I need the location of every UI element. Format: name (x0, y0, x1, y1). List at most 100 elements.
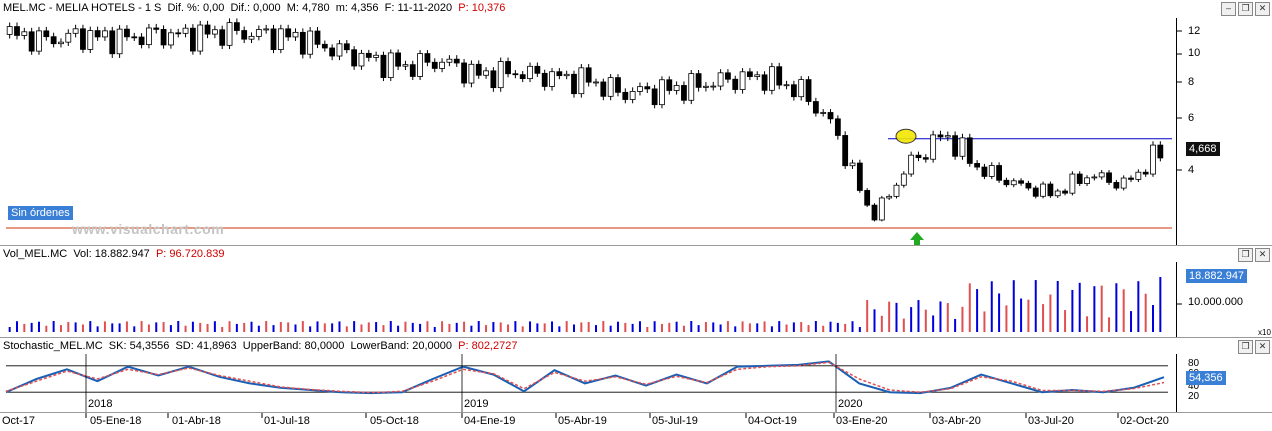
orders-badge[interactable]: Sin órdenes (8, 206, 73, 220)
lower-band: 20,0000 (412, 340, 452, 352)
restore-icon[interactable]: ❐ (1238, 248, 1253, 262)
x-axis-label: 05-Abr-19 (558, 415, 607, 427)
volume-bar (52, 321, 55, 332)
stochastic-panel-header: Stochastic_MEL.MC SK: 54,3556 SD: 41,896… (3, 340, 518, 352)
volume-bar (118, 323, 121, 332)
stochastic-name: Stochastic_MEL.MC (3, 340, 103, 352)
volume-panel[interactable]: Vol_MEL.MC Vol: 18.882.947 P: 96.720.839… (0, 245, 1272, 338)
candle-body (754, 74, 761, 77)
candle-body (571, 73, 577, 95)
volume-bar (323, 323, 326, 332)
volume-bar (206, 323, 209, 332)
candle-body (681, 85, 687, 101)
close-icon[interactable]: ✕ (1255, 340, 1270, 354)
candle-body (1113, 182, 1120, 189)
volume-bar (609, 325, 612, 332)
volume-bar (250, 321, 253, 332)
stochastic-chart[interactable] (0, 338, 1272, 413)
volume-bar (67, 322, 70, 332)
candle-body (1076, 173, 1083, 184)
candle-body (519, 74, 526, 80)
candle-body (1040, 183, 1046, 197)
volume-bar (433, 326, 436, 332)
minimize-icon[interactable]: – (1221, 2, 1236, 16)
volume-chart[interactable] (0, 246, 1272, 338)
candle-body (695, 73, 702, 88)
candle-body (615, 77, 621, 93)
restore-icon[interactable]: ❐ (1238, 2, 1253, 16)
candle-body (285, 28, 292, 38)
volume-bar (1100, 285, 1103, 332)
stochastic-panel[interactable]: Stochastic_MEL.MC SK: 54,3556 SD: 41,896… (0, 337, 1272, 413)
candle-body (1084, 177, 1090, 184)
volume-bar (331, 323, 334, 332)
candle-body (900, 173, 907, 186)
volume-bar (939, 301, 942, 332)
volume-bar (800, 322, 803, 332)
x-axis-label: 05-Oct-18 (370, 415, 419, 427)
candle-body (402, 64, 409, 67)
volume-bar (419, 323, 422, 332)
candle-body (651, 88, 658, 106)
candle-body (798, 79, 805, 98)
candle-body (820, 112, 827, 114)
candle-body (1091, 176, 1098, 179)
volume-bar (726, 321, 729, 332)
restore-icon[interactable]: ❐ (1238, 340, 1253, 354)
candle-body (160, 28, 167, 46)
volume-bar (485, 325, 488, 332)
volume-bar (961, 306, 964, 332)
price-tick-8: 8 (1188, 76, 1195, 88)
year-label: 2018 (88, 398, 113, 410)
volume-bar (265, 321, 268, 332)
candle-body (666, 79, 673, 91)
stoch-last-box: 54,356 (1186, 371, 1226, 385)
candle-body (563, 73, 570, 77)
volume-bar (1137, 281, 1140, 332)
close-icon[interactable]: ✕ (1255, 248, 1270, 262)
candle-body (952, 135, 959, 157)
candle-body (182, 27, 189, 34)
candle-body (483, 70, 489, 76)
volume-bar (741, 321, 744, 332)
candle-body (996, 165, 1002, 181)
volume-window-buttons: ❐ ✕ (1238, 248, 1270, 262)
candle-body (21, 31, 28, 36)
volume-bar (96, 326, 99, 332)
candle-body (1098, 172, 1105, 178)
candle-body (944, 135, 951, 138)
volume-bar (375, 322, 378, 332)
candle-body (219, 29, 226, 46)
volume-bar (675, 321, 678, 332)
candle-body (827, 112, 834, 120)
volume-bar (272, 325, 275, 332)
volume-bar (998, 293, 1001, 332)
candle-body (197, 24, 204, 52)
volume-bar (169, 325, 172, 332)
volume-bar (1152, 305, 1155, 332)
price-panel-header: MEL.MC - MELIA HOTELS - 1 S Dif. %: 0,00… (3, 2, 506, 14)
volume-bar (463, 321, 466, 332)
volume-bar (536, 323, 539, 332)
candle-body (607, 77, 614, 97)
price-chart[interactable] (0, 0, 1272, 245)
candle-body (116, 28, 123, 55)
candle-body (189, 27, 196, 52)
close-icon[interactable]: ✕ (1255, 2, 1270, 16)
candle-body (1003, 179, 1010, 186)
volume-bar (360, 324, 363, 332)
candle-body (747, 71, 753, 77)
volume-prev: 96.720.839 (169, 248, 225, 260)
price-panel[interactable]: MEL.MC - MELIA HOTELS - 1 S Dif. %: 0,00… (0, 0, 1272, 245)
candle-body (28, 31, 35, 52)
candle-body (981, 166, 988, 177)
candle-body (226, 22, 233, 46)
x-axis-label: 01-Abr-18 (172, 415, 221, 427)
stoch-tick-20: 20 (1188, 391, 1200, 402)
candle-body (871, 204, 878, 221)
volume-bar (397, 325, 400, 332)
x-axis-label: 01-Jul-18 (264, 415, 310, 427)
volume-panel-header: Vol_MEL.MC Vol: 18.882.947 P: 96.720.839 (3, 248, 225, 260)
candle-body (908, 154, 915, 175)
candle-body (417, 53, 423, 77)
